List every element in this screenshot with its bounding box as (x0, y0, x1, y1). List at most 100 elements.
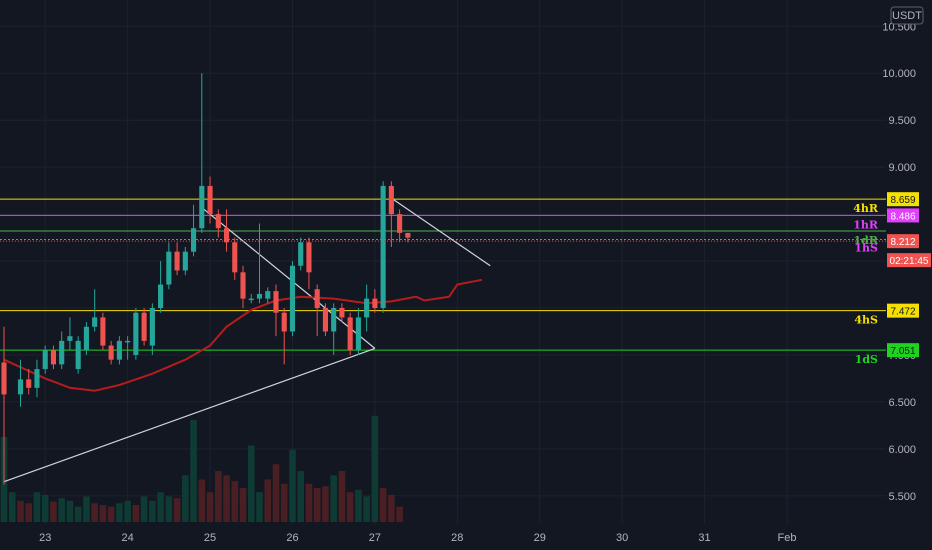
candles (1, 73, 411, 485)
candle-body (331, 308, 337, 332)
candle-body (1, 362, 7, 395)
currency-badge[interactable]: USDT (890, 6, 924, 25)
candle-body (306, 242, 312, 273)
candle-body (199, 185, 205, 229)
trend-lines[interactable] (3, 197, 491, 483)
x-tick-label: 24 (122, 532, 134, 544)
volume-bar (289, 449, 296, 522)
candle-body (223, 228, 230, 243)
y-tick-label: 10.000 (882, 68, 916, 80)
candle-body (116, 340, 122, 360)
volume-bars (0, 415, 403, 522)
candle-body (17, 379, 24, 395)
candle-body (34, 369, 40, 388)
candle-body (166, 251, 172, 285)
candle-body (158, 284, 164, 309)
y-tick-label: 6.500 (888, 397, 916, 409)
volume-bar (346, 492, 354, 522)
level-badge (887, 303, 919, 318)
volume-bar (74, 506, 82, 522)
candle-body (265, 291, 271, 299)
volume-bar (83, 496, 90, 522)
last-price-value: 8.212 (890, 237, 915, 248)
volume-bar (256, 492, 263, 522)
x-tick-label: 23 (39, 532, 51, 544)
trend-line (3, 347, 376, 483)
trend-line (391, 197, 491, 267)
candle-body (339, 308, 345, 318)
volume-bar (116, 503, 123, 522)
volume-bar (363, 496, 370, 522)
x-tick-label: 26 (286, 532, 298, 544)
candle-body (207, 185, 213, 215)
x-tick-label: 29 (534, 532, 546, 544)
level-name: 4hS (854, 314, 878, 327)
volume-bar (330, 475, 337, 522)
volume-bar (25, 503, 33, 522)
grid (0, 0, 886, 524)
volume-bar (206, 492, 214, 522)
candle-body (314, 289, 320, 309)
candle-body (372, 298, 378, 309)
volume-bar (173, 498, 181, 522)
volume-bar (313, 488, 321, 522)
candle-body (347, 317, 353, 351)
time-axis-bg (0, 524, 932, 550)
x-tick-label: 31 (698, 532, 710, 544)
volume-bar (247, 445, 255, 522)
volume-bar (272, 464, 280, 522)
level-name: 1hR (853, 218, 879, 231)
candle-body (100, 317, 106, 346)
x-tick-label: 25 (204, 532, 216, 544)
y-tick-label: 9.500 (888, 115, 916, 127)
volume-bar (33, 492, 41, 522)
level-name: 1dR (854, 234, 879, 247)
candle-body (397, 214, 403, 233)
volume-bar (305, 483, 313, 522)
candle-body (133, 312, 139, 355)
candle-body (298, 242, 304, 266)
candle-body (215, 214, 221, 229)
volume-bar (165, 496, 173, 522)
candle-body (67, 336, 73, 341)
y-tick-label: 6.000 (888, 444, 916, 456)
level-badge-value: 7.051 (890, 346, 915, 357)
candle-body (83, 326, 89, 351)
volume-bar (8, 492, 16, 522)
volume-bar (157, 492, 164, 522)
volume-bar (17, 500, 24, 522)
x-tick-label: 30 (616, 532, 628, 544)
volume-bar (396, 506, 403, 522)
candle-body (281, 312, 287, 332)
volume-bar (58, 498, 65, 522)
volume-bar (223, 475, 230, 522)
candle-body (191, 228, 197, 252)
volume-bar (198, 479, 206, 522)
volume-bar (41, 494, 49, 522)
candle-body (364, 298, 370, 318)
candle-body (174, 251, 180, 271)
level-badge-value: 8.486 (890, 211, 915, 222)
candle-body (26, 379, 32, 388)
level-badge-value: 7.472 (890, 307, 915, 318)
volume-bar (190, 420, 197, 522)
candle-body (240, 272, 246, 299)
y-tick-label: 5.500 (888, 491, 916, 503)
candle-body (289, 265, 296, 332)
price-badges: 8.659 8.486 7.472 7.051 8.212 02:21:45 (0, 192, 931, 358)
level-lines (0, 198, 886, 351)
time-axis[interactable]: 23 24 25 26 27 28 29 30 31 Feb (39, 532, 796, 544)
volume-bar (182, 475, 189, 522)
level-badge-value: 8.659 (890, 195, 915, 206)
volume-bar (214, 471, 222, 522)
level-name: 4hR (853, 202, 879, 215)
volume-bar (149, 500, 156, 522)
candle-body (182, 251, 188, 271)
volume-bar (338, 471, 346, 522)
candle-body (92, 317, 98, 327)
level-name: 1dS (855, 353, 878, 366)
volume-bar (297, 471, 305, 522)
countdown-value: 02:21:45 (890, 256, 929, 267)
